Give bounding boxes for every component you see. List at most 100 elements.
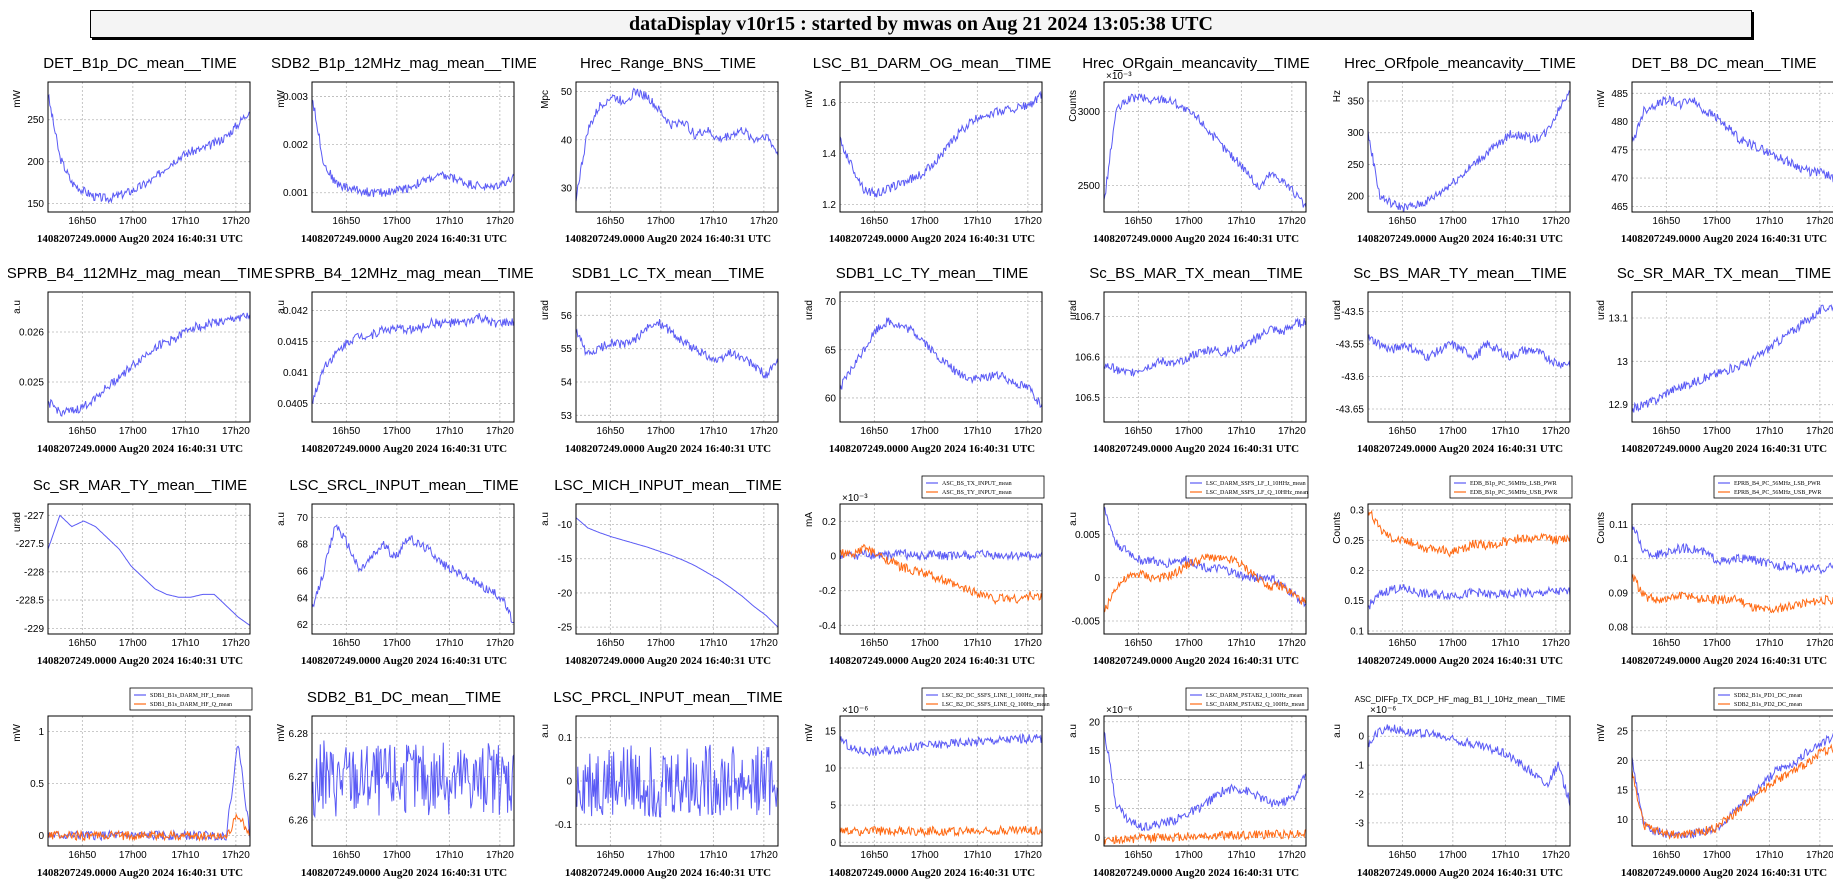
plot-panel[interactable]: DET_B1p_DC_mean__TIME mW 16h50 17h00 17h10 17…: [8, 50, 272, 262]
x-tick-label: 17h10: [963, 216, 991, 227]
x-tick-label: 17h20: [1014, 426, 1042, 437]
y-axis-label: mW: [1596, 89, 1607, 107]
y-tick-label: 15: [825, 726, 837, 737]
x-tick-label: 17h10: [699, 850, 727, 861]
x-tick-label: 17h00: [911, 216, 939, 227]
x-tick-label: 17h10: [1227, 850, 1255, 861]
plot-panel[interactable]: Sc_SR_MAR_TX_mean__TIME urad 16h50 17h00 17h…: [1592, 260, 1833, 472]
plot-panel[interactable]: SDB1_LC_TX_mean__TIME urad 16h50 17h00 17h10…: [536, 260, 800, 472]
series-line: [576, 87, 778, 202]
plot-panel[interactable]: Sc_SR_MAR_TY_mean__TIME urad 16h50 17h00 17h…: [8, 472, 272, 684]
plot-panel[interactable]: mA ×10⁻³ 16h50 17h00 17h10 17h20 -0.4 -0.2 0 0.2 A…: [800, 472, 1064, 684]
x-tick-label: 17h20: [486, 216, 514, 227]
x-tick-label: 16h50: [1652, 216, 1680, 227]
chart-title: Sc_SR_MAR_TX_mean__TIME: [1617, 265, 1831, 282]
x-tick-label: 17h20: [750, 638, 778, 649]
plot-frame: [575, 291, 779, 423]
y-tick-label: 70: [297, 513, 309, 524]
plot-panel[interactable]: a.u ×10⁻⁶ 16h50 17h00 17h10 17h20 0 5 10 15 20 LSC_…: [1064, 684, 1328, 896]
plot-panel[interactable]: LSC_MICH_INPUT_mean__TIME a.u 16h50 17h00 17…: [536, 472, 800, 684]
plot-panel[interactable]: SDB2_B1p_12MHz_mag_mean__TIME mW 16h50 17h0…: [272, 50, 536, 262]
plot-panel[interactable]: SPRB_B4_112MHz_mag_mean__TIME a.u 16h50 17h…: [8, 260, 272, 472]
legend-entry: LSC_DARM_PSTAB2_Q_100Hz_mean: [1206, 702, 1305, 708]
chart-svg: SDB2_B1p_12MHz_mag_mean__TIME mW 16h50 17h0…: [272, 55, 536, 245]
plot-panel[interactable]: Hrec_ORgain_meancavity__TIME Counts ×10⁻³ 1…: [1064, 50, 1328, 262]
y-tick-label: -2: [1355, 790, 1364, 801]
x-tick-label: 17h00: [383, 850, 411, 861]
plot-panel[interactable]: Sc_BS_MAR_TX_mean__TIME urad 16h50 17h00 17h…: [1064, 260, 1328, 472]
plot-panel[interactable]: Hrec_Range_BNS__TIME Mpc 16h50 17h00 17h10 17…: [536, 50, 800, 262]
chart-title: SDB2_B1p_12MHz_mag_mean__TIME: [272, 55, 536, 72]
plot-panel[interactable]: ASC_DIFFp_TX_DCP_HF_mag_B1_I_10Hz_mean__…: [1328, 684, 1592, 896]
y-tick-label: -1: [1355, 761, 1364, 772]
plot-panel[interactable]: Counts 16h50 17h00 17h10 17h20 0.08 0.09 0.1 0.1…: [1592, 472, 1833, 684]
x-tick-label: 17h10: [1227, 638, 1255, 649]
plot-frame: [311, 291, 515, 423]
plot-panel[interactable]: SDB2_B1_DC_mean__TIME mW 16h50 17h00 17h10 17…: [272, 684, 536, 896]
y-tick-label: 1.4: [822, 149, 836, 160]
plot-frame: [839, 503, 1043, 635]
y-tick-label: 0.1: [558, 733, 572, 744]
series-line: [576, 517, 778, 628]
y-axis-label: urad: [1332, 300, 1343, 320]
y-exponent: ×10⁻⁶: [842, 705, 868, 716]
x-tick-label: 17h10: [171, 638, 199, 649]
x-tick-label: 17h10: [1491, 216, 1519, 227]
series-line: [1104, 828, 1306, 845]
y-axis-label: mW: [1596, 723, 1607, 741]
series-line: [840, 543, 1042, 606]
y-axis-label: mW: [12, 89, 23, 107]
x-tick-label: 16h50: [1388, 638, 1416, 649]
x-tick-label: 16h50: [332, 638, 360, 649]
y-axis-label: a.u: [1332, 724, 1343, 738]
plot-footer: 1408207249.0000 Aug20 2024 16:40:31 UTC: [1093, 443, 1299, 455]
x-tick-label: 16h50: [68, 216, 96, 227]
plot-footer: 1408207249.0000 Aug20 2024 16:40:31 UTC: [1357, 655, 1563, 667]
y-axis-label: a.u: [12, 300, 23, 314]
x-tick-label: 17h00: [1703, 216, 1731, 227]
plot-frame: [311, 81, 515, 213]
y-tick-label: 53: [561, 411, 573, 422]
series-line: [1368, 334, 1570, 370]
plot-panel[interactable]: mW ×10⁻⁶ 16h50 17h00 17h10 17h20 0 5 10 15 LSC_B2_…: [800, 684, 1064, 896]
x-tick-label: 17h00: [383, 216, 411, 227]
chart-svg: ASC_DIFFp_TX_DCP_HF_mag_B1_I_10Hz_mean__…: [1332, 695, 1571, 879]
plot-panel[interactable]: Counts 16h50 17h00 17h10 17h20 0.1 0.15 0.2 0.25…: [1328, 472, 1592, 684]
x-tick-label: 17h10: [171, 216, 199, 227]
plot-panel[interactable]: LSC_SRCL_INPUT_mean__TIME a.u 16h50 17h00 17…: [272, 472, 536, 684]
series-line: [1632, 304, 1833, 413]
plot-panel[interactable]: LSC_PRCL_INPUT_mean__TIME a.u 16h50 17h00 17…: [536, 684, 800, 896]
x-tick-label: 16h50: [1652, 850, 1680, 861]
plot-footer: 1408207249.0000 Aug20 2024 16:40:31 UTC: [1357, 443, 1563, 455]
y-tick-label: 0.09: [1609, 588, 1629, 599]
y-tick-label: 64: [297, 593, 309, 604]
series-line: [1632, 524, 1833, 575]
plot-panel[interactable]: mW 16h50 17h00 17h10 17h20 10 15 20 25 SDB2_B1s_P…: [1592, 684, 1833, 896]
x-tick-label: 16h50: [1652, 638, 1680, 649]
y-tick-label: -228: [24, 567, 44, 578]
plot-frame: [47, 81, 251, 213]
plot-footer: 1408207249.0000 Aug20 2024 16:40:31 UTC: [565, 655, 771, 667]
y-tick-label: 15: [1617, 785, 1629, 796]
y-axis-label: mW: [12, 723, 23, 741]
plot-panel[interactable]: SDB1_LC_TY_mean__TIME urad 16h50 17h00 17h10…: [800, 260, 1064, 472]
plot-panel[interactable]: Hrec_ORfpole_meancavity__TIME Hz 16h50 17h0…: [1328, 50, 1592, 262]
plot-panel[interactable]: Sc_BS_MAR_TY_mean__TIME urad 16h50 17h00 17h…: [1328, 260, 1592, 472]
plot-frame: [311, 715, 515, 847]
plot-panel[interactable]: DET_B8_DC_mean__TIME mW 16h50 17h00 17h10 17h…: [1592, 50, 1833, 262]
chart-svg: Counts 16h50 17h00 17h10 17h20 0.08 0.09 0.1 0.1…: [1596, 475, 1833, 667]
plot-panel[interactable]: mW 16h50 17h00 17h10 17h20 0 0.5 1 SDB1_B1s_DARM…: [8, 684, 272, 896]
chart-svg: mW 16h50 17h00 17h10 17h20 10 15 20 25 SDB2_B1s_P…: [1596, 687, 1833, 879]
y-tick-label: -3: [1355, 818, 1364, 829]
chart-title: Hrec_Range_BNS__TIME: [580, 55, 756, 72]
plot-panel[interactable]: LSC_B1_DARM_OG_mean__TIME mW 16h50 17h00 17h…: [800, 50, 1064, 262]
y-tick-label: 150: [27, 199, 44, 210]
legend-entry: EDB_B1p_PC_56MHz_USB_PWR: [1470, 490, 1557, 496]
legend-entry: LSC_DARM_PSTAB2_I_100Hz_mean: [1206, 693, 1302, 699]
plot-panel[interactable]: SPRB_B4_12MHz_mag_mean__TIME a.u 16h50 17h0…: [272, 260, 536, 472]
plot-footer: 1408207249.0000 Aug20 2024 16:40:31 UTC: [37, 867, 243, 879]
x-tick-label: 17h20: [486, 426, 514, 437]
plot-panel[interactable]: a.u 16h50 17h00 17h10 17h20 -0.005 0 0.005 LSC_D…: [1064, 472, 1328, 684]
plot-frame: [1103, 503, 1307, 635]
